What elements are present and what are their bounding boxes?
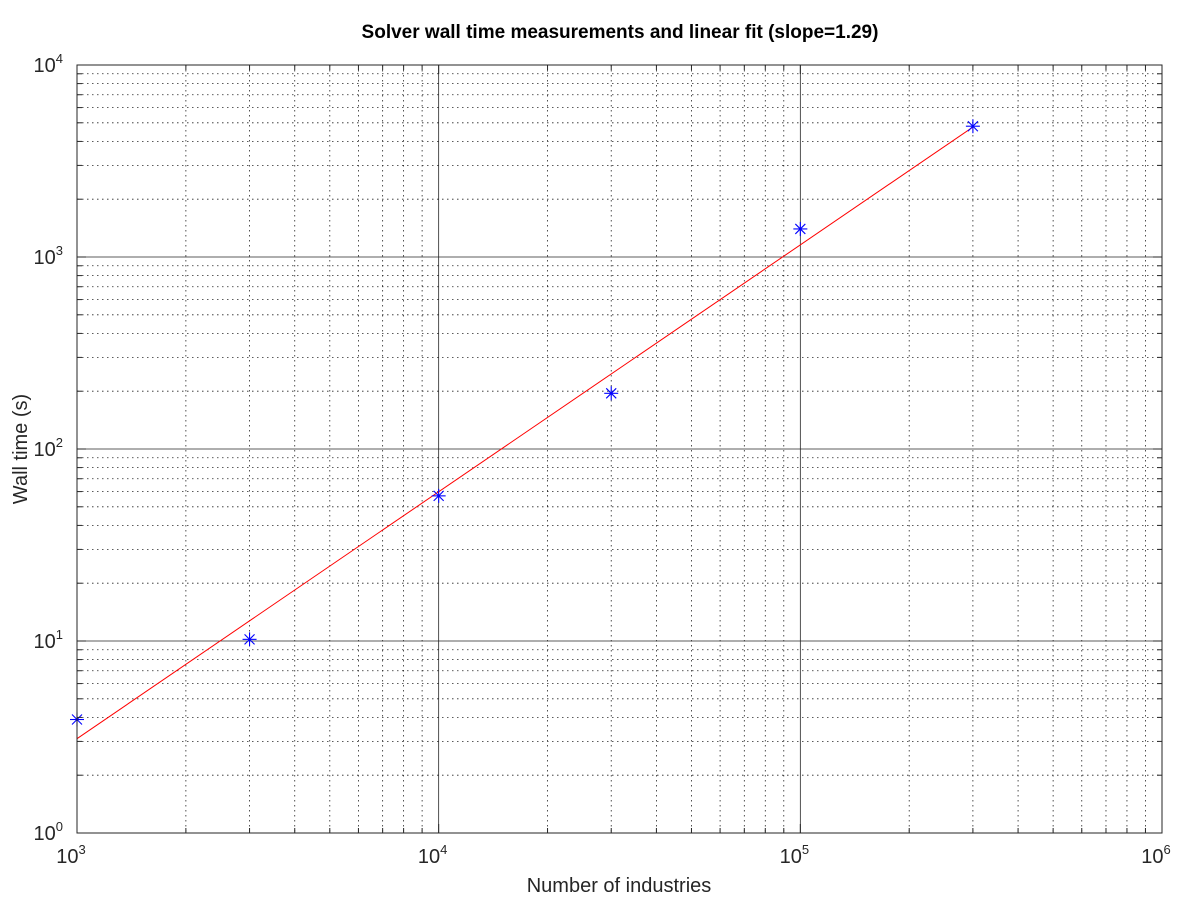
y-tick-label-base: 10	[34, 439, 56, 461]
marker-stroke	[433, 490, 445, 502]
x-tick-label-base: 10	[418, 846, 440, 868]
marker-stroke	[967, 120, 979, 132]
y-tick-label-base: 10	[34, 55, 56, 77]
x-tick-label: 103	[56, 842, 85, 868]
chart-title: Solver wall time measurements and linear…	[362, 22, 879, 43]
x-tick-label-base: 10	[56, 846, 78, 868]
y-tick-label: 101	[34, 627, 63, 653]
data-point-marker	[965, 119, 980, 134]
x-tick-label-exponent: 4	[440, 842, 447, 857]
y-tick-label-exponent: 3	[56, 243, 63, 258]
marker-stroke	[794, 223, 806, 235]
y-tick-label-exponent: 1	[56, 627, 63, 642]
y-tick-label: 103	[34, 243, 63, 269]
marker-stroke	[605, 387, 617, 399]
y-tick-label-exponent: 0	[56, 819, 63, 834]
x-tick-labels: 103 104 105 106	[56, 842, 1170, 868]
y-axis-label: Wall time (s)	[10, 394, 32, 504]
x-tick-label-base: 10	[1141, 846, 1163, 868]
data-point-marker	[242, 632, 257, 647]
data-point-marker	[604, 386, 619, 401]
y-tick-label: 104	[34, 51, 63, 77]
x-tick-label-base: 10	[780, 846, 802, 868]
marker-stroke	[244, 633, 255, 645]
y-tick-label-exponent: 2	[56, 435, 63, 450]
y-tick-label-exponent: 4	[56, 51, 63, 66]
x-tick-label-exponent: 5	[802, 842, 809, 857]
fit-line	[76, 126, 974, 740]
x-tick-label: 106	[1141, 842, 1170, 868]
data-point-marker	[431, 488, 446, 503]
fit-line-layer	[76, 126, 974, 740]
grid	[77, 65, 1162, 833]
x-tick-label-exponent: 3	[79, 842, 86, 857]
data-point-marker	[793, 221, 808, 236]
tick-marks	[76, 65, 1162, 834]
y-tick-label-base: 10	[34, 631, 56, 653]
y-tick-label: 100	[34, 819, 63, 845]
y-tick-label: 102	[34, 435, 63, 461]
x-tick-label-exponent: 6	[1164, 842, 1171, 857]
y-tick-label-base: 10	[34, 247, 56, 269]
x-tick-label: 104	[418, 842, 447, 868]
x-tick-label: 105	[780, 842, 809, 868]
x-axis-label: Number of industries	[527, 875, 712, 897]
y-tick-label-base: 10	[34, 823, 56, 845]
markers-layer	[70, 119, 980, 727]
